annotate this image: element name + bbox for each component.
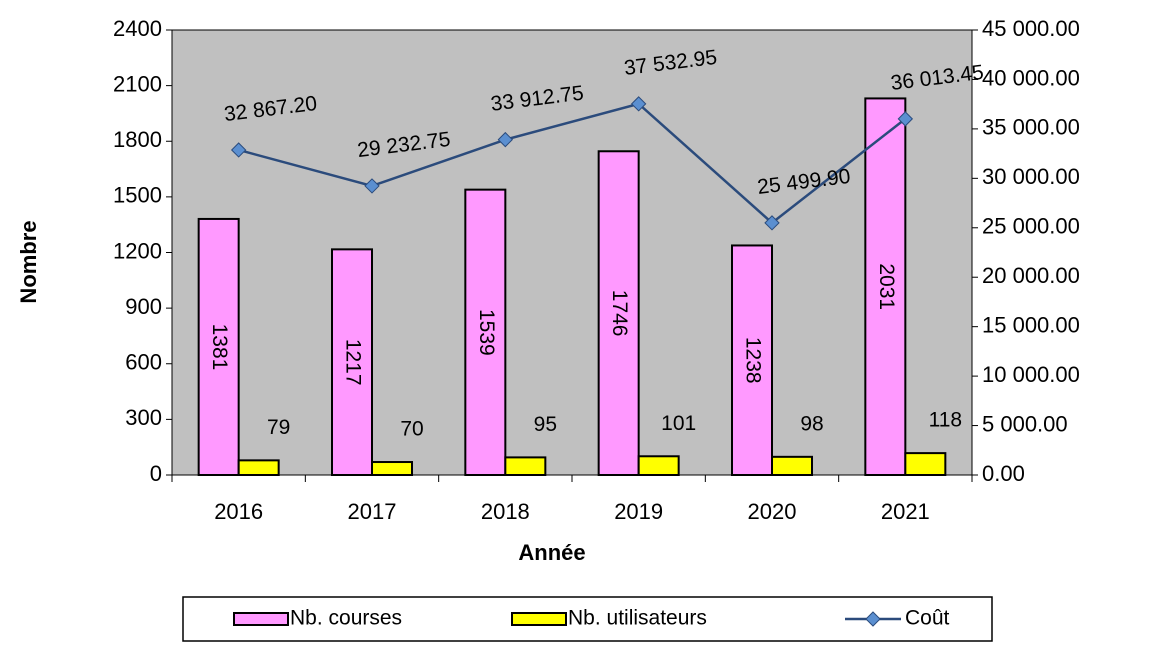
bar-value-label: 1381: [208, 324, 231, 371]
bar-value-label: 98: [800, 412, 823, 435]
y2-tick-label: 20 000.00: [982, 263, 1080, 288]
y-tick-label: 1200: [113, 238, 162, 263]
y-tick-label: 600: [125, 350, 162, 375]
bar-value-label: 101: [661, 412, 696, 435]
line-marker: [630, 96, 647, 112]
bar: [464, 188, 507, 477]
y-tick-label: 900: [125, 294, 162, 319]
bar: [731, 244, 773, 476]
line-marker: [230, 142, 247, 158]
line-marker: [497, 131, 514, 148]
bar-value-label: 1238: [741, 337, 764, 384]
bar: [597, 150, 640, 476]
y2-tick-label: 15 000.00: [982, 312, 1080, 337]
line-marker: [364, 178, 380, 194]
y2-tick-label: 35 000.00: [982, 115, 1080, 140]
bar: [504, 456, 547, 476]
x-tick-label: 2020: [748, 499, 797, 524]
bar: [637, 455, 680, 477]
y-tick-label: 300: [125, 405, 162, 430]
bar-value-label: 70: [400, 418, 423, 441]
y-tick-label: 2400: [113, 16, 162, 41]
bar-value-label: 1539: [475, 309, 498, 356]
x-tick-label: 2021: [881, 499, 930, 524]
y2-tick-label: 30 000.00: [982, 164, 1080, 189]
x-tick-label: 2018: [481, 499, 530, 524]
line-marker: [897, 111, 914, 127]
legend-label: Nb. utilisateurs: [568, 607, 707, 630]
x-tick-label: 2017: [348, 499, 397, 524]
bar: [197, 217, 240, 477]
y-axis-title: Nombre: [16, 220, 41, 303]
bar-value-label: 1746: [608, 290, 631, 337]
y-tick-label: 0: [150, 461, 162, 486]
x-axis-title: Année: [518, 540, 585, 565]
bar: [371, 461, 413, 477]
bar-value-label: 2031: [875, 263, 898, 310]
bar: [904, 452, 947, 476]
bar-value-label: 118: [929, 409, 962, 432]
plot-area: [171, 29, 973, 476]
line: [238, 102, 907, 225]
legend-label: Coût: [905, 607, 950, 630]
bar-value-label: 79: [267, 416, 290, 439]
bar: [237, 459, 280, 476]
legend-swatch: [511, 612, 567, 626]
y2-tick-label: 45 000.00: [982, 16, 1080, 41]
y2-tick-label: 10 000.00: [982, 362, 1080, 387]
bar-value-label: 95: [534, 413, 557, 436]
y2-tick-label: 5 000.00: [982, 411, 1068, 436]
y2-tick-label: 0.00: [982, 461, 1025, 486]
legend-marker: [865, 611, 881, 627]
y2-tick-label: 25 000.00: [982, 214, 1080, 239]
x-tick-label: 2019: [614, 499, 663, 524]
y2-tick-label: 40 000.00: [982, 65, 1080, 90]
bar: [331, 248, 373, 476]
y-tick-label: 1800: [113, 127, 162, 152]
bar: [771, 455, 813, 476]
legend-swatch: [233, 612, 289, 626]
legend-label: Nb. courses: [290, 607, 402, 630]
line-marker: [764, 215, 780, 231]
y-tick-label: 1500: [113, 183, 162, 208]
y-tick-label: 2100: [113, 71, 162, 96]
bar-value-label: 1217: [341, 339, 364, 386]
bar: [864, 97, 907, 476]
x-tick-label: 2016: [214, 499, 263, 524]
